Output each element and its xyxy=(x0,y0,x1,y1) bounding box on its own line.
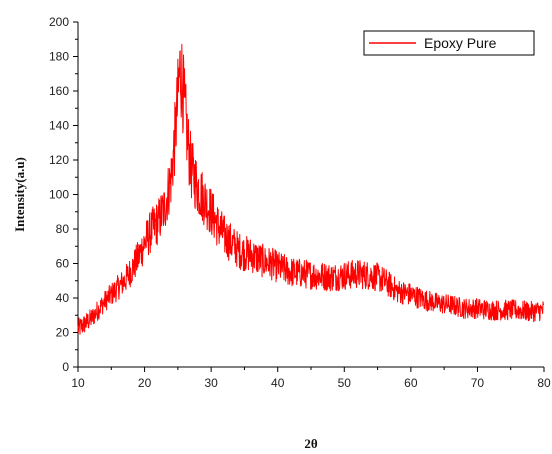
y-tick-label: 200 xyxy=(49,15,69,29)
x-tick-label: 40 xyxy=(271,376,285,390)
x-tick-label: 70 xyxy=(471,376,485,390)
y-tick-label: 0 xyxy=(62,360,69,374)
x-tick-label: 20 xyxy=(138,376,152,390)
x-tick-label: 10 xyxy=(71,376,85,390)
y-tick-label: 120 xyxy=(49,153,69,167)
y-axis-title: Intensity(a.u) xyxy=(12,157,27,232)
x-tick-label: 80 xyxy=(537,376,551,390)
x-tick-label: 60 xyxy=(404,376,418,390)
y-tick-label: 100 xyxy=(49,188,69,202)
x-tick-label: 30 xyxy=(204,376,218,390)
y-tick-label: 160 xyxy=(49,84,69,98)
x-axis-title: 2θ xyxy=(304,436,318,451)
data-layer xyxy=(77,43,545,335)
y-tick-label: 60 xyxy=(56,257,70,271)
y-tick-label: 140 xyxy=(49,119,69,133)
series-line-epoxy-pure xyxy=(77,43,545,335)
y-axis: 0 20 40 60 80 100 120 140 160 180 200 xyxy=(49,15,78,374)
y-tick-label: 20 xyxy=(56,326,70,340)
y-tick-label: 80 xyxy=(56,222,70,236)
y-tick-label: 180 xyxy=(49,50,69,64)
legend-label: Epoxy Pure xyxy=(424,35,497,51)
x-tick-label: 50 xyxy=(338,376,352,390)
y-tick-label: 40 xyxy=(56,291,70,305)
legend: Epoxy Pure xyxy=(363,30,535,56)
x-axis: 10 20 30 40 50 60 70 80 xyxy=(71,367,551,390)
